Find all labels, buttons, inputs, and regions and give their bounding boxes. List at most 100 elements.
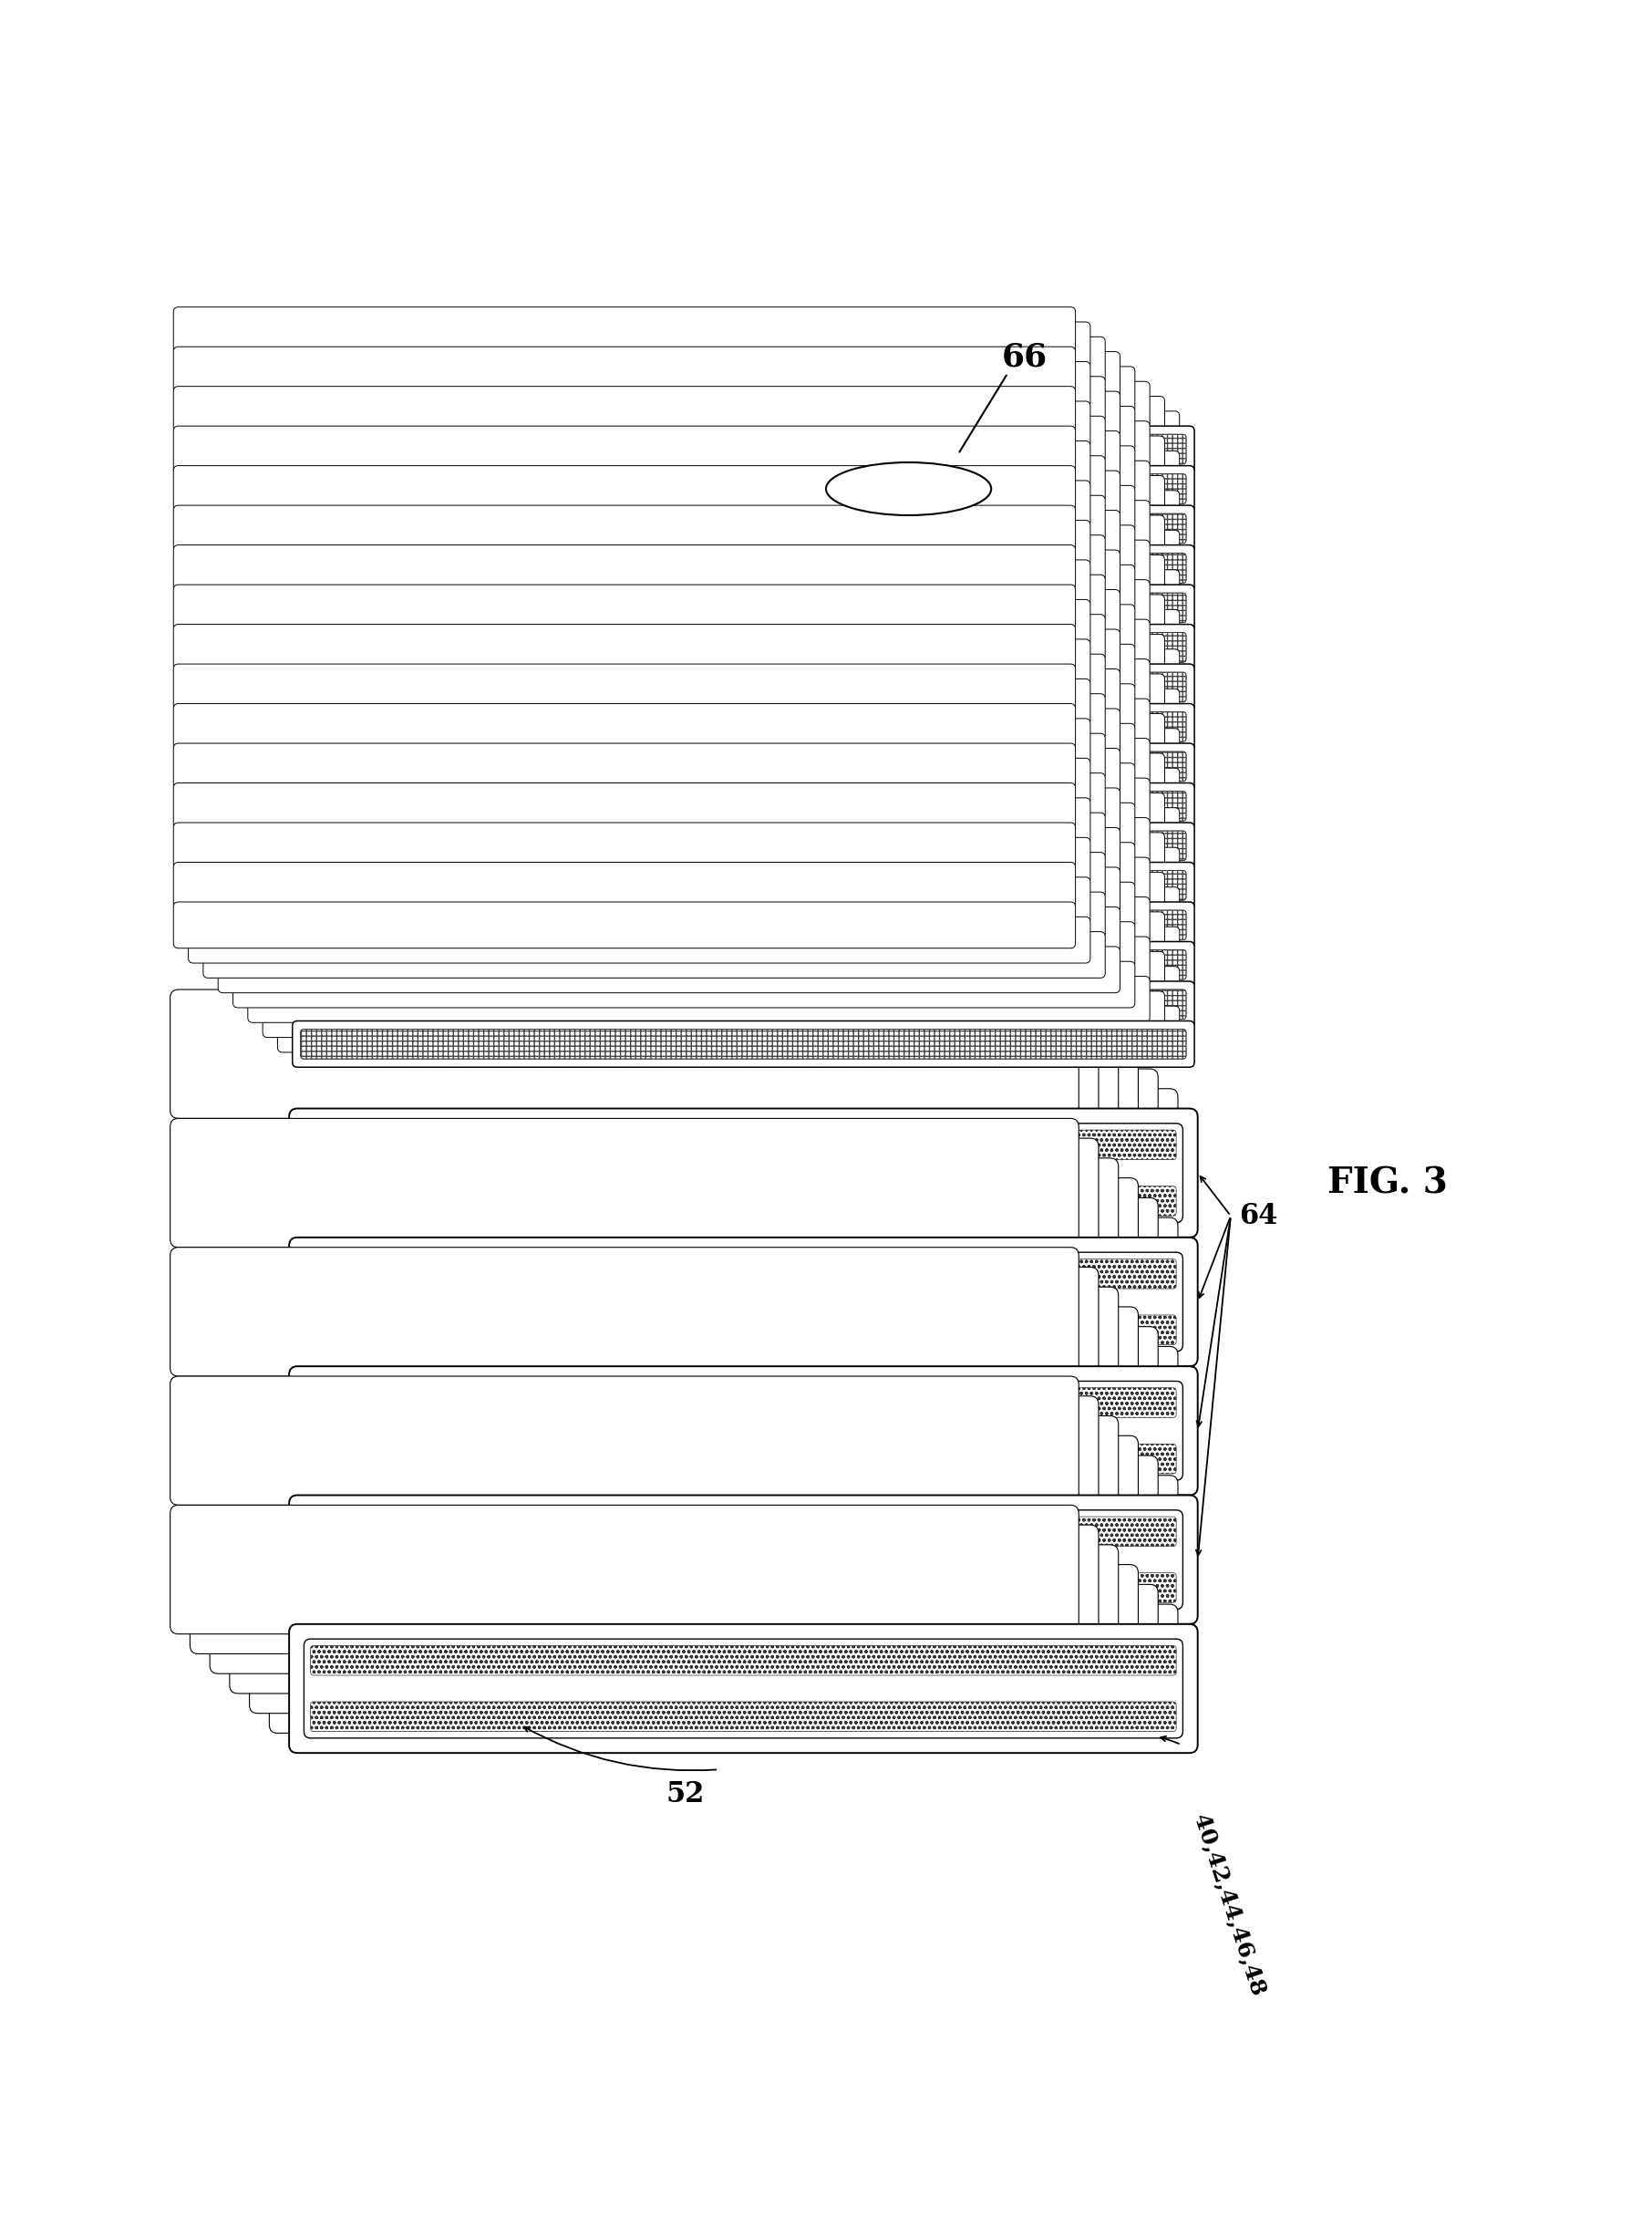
FancyBboxPatch shape — [233, 446, 1135, 492]
FancyBboxPatch shape — [233, 645, 1135, 689]
FancyBboxPatch shape — [263, 477, 1165, 521]
FancyBboxPatch shape — [188, 561, 1090, 605]
FancyBboxPatch shape — [278, 450, 1180, 497]
FancyBboxPatch shape — [173, 585, 1075, 632]
FancyBboxPatch shape — [203, 494, 1105, 541]
FancyBboxPatch shape — [278, 570, 1180, 616]
FancyBboxPatch shape — [263, 951, 1165, 998]
FancyBboxPatch shape — [188, 718, 1090, 765]
FancyBboxPatch shape — [173, 663, 1075, 709]
FancyBboxPatch shape — [289, 1366, 1198, 1494]
FancyBboxPatch shape — [248, 778, 1150, 825]
FancyBboxPatch shape — [278, 689, 1180, 736]
FancyBboxPatch shape — [292, 703, 1194, 749]
FancyBboxPatch shape — [292, 545, 1194, 592]
FancyBboxPatch shape — [210, 1288, 1118, 1417]
FancyBboxPatch shape — [269, 1474, 1178, 1605]
FancyBboxPatch shape — [278, 807, 1180, 854]
FancyBboxPatch shape — [304, 1253, 1183, 1352]
FancyBboxPatch shape — [248, 738, 1150, 785]
FancyBboxPatch shape — [248, 501, 1150, 548]
FancyBboxPatch shape — [173, 783, 1075, 829]
FancyBboxPatch shape — [263, 714, 1165, 760]
FancyBboxPatch shape — [233, 366, 1135, 412]
FancyBboxPatch shape — [278, 650, 1180, 696]
FancyBboxPatch shape — [170, 1117, 1079, 1248]
FancyBboxPatch shape — [233, 763, 1135, 809]
FancyBboxPatch shape — [292, 466, 1194, 512]
FancyBboxPatch shape — [188, 401, 1090, 448]
FancyBboxPatch shape — [248, 975, 1150, 1022]
FancyBboxPatch shape — [263, 834, 1165, 878]
FancyBboxPatch shape — [248, 461, 1150, 508]
FancyBboxPatch shape — [190, 1525, 1099, 1654]
FancyBboxPatch shape — [249, 1585, 1158, 1714]
FancyBboxPatch shape — [203, 734, 1105, 780]
FancyBboxPatch shape — [278, 847, 1180, 893]
FancyBboxPatch shape — [248, 858, 1150, 905]
FancyBboxPatch shape — [173, 823, 1075, 869]
FancyBboxPatch shape — [292, 743, 1194, 789]
FancyBboxPatch shape — [249, 1457, 1158, 1585]
FancyBboxPatch shape — [230, 1049, 1138, 1177]
FancyBboxPatch shape — [233, 486, 1135, 532]
FancyBboxPatch shape — [263, 554, 1165, 601]
FancyBboxPatch shape — [210, 1417, 1118, 1545]
FancyBboxPatch shape — [173, 625, 1075, 670]
FancyBboxPatch shape — [249, 1197, 1158, 1326]
FancyBboxPatch shape — [230, 1437, 1138, 1565]
FancyBboxPatch shape — [263, 514, 1165, 561]
FancyBboxPatch shape — [188, 441, 1090, 488]
FancyBboxPatch shape — [188, 521, 1090, 568]
FancyBboxPatch shape — [173, 862, 1075, 909]
FancyBboxPatch shape — [269, 1346, 1178, 1474]
FancyBboxPatch shape — [218, 550, 1120, 596]
FancyBboxPatch shape — [278, 927, 1180, 973]
FancyBboxPatch shape — [218, 787, 1120, 834]
FancyBboxPatch shape — [173, 703, 1075, 749]
FancyBboxPatch shape — [292, 942, 1194, 989]
FancyBboxPatch shape — [248, 579, 1150, 625]
FancyBboxPatch shape — [248, 658, 1150, 705]
FancyBboxPatch shape — [188, 758, 1090, 805]
FancyBboxPatch shape — [218, 947, 1120, 993]
FancyBboxPatch shape — [233, 842, 1135, 889]
FancyBboxPatch shape — [203, 654, 1105, 701]
FancyBboxPatch shape — [218, 353, 1120, 397]
FancyBboxPatch shape — [188, 878, 1090, 924]
FancyBboxPatch shape — [218, 430, 1120, 477]
FancyBboxPatch shape — [170, 1505, 1079, 1634]
FancyBboxPatch shape — [188, 918, 1090, 962]
FancyBboxPatch shape — [248, 421, 1150, 468]
FancyBboxPatch shape — [233, 605, 1135, 652]
FancyBboxPatch shape — [233, 565, 1135, 612]
FancyBboxPatch shape — [203, 337, 1105, 384]
FancyBboxPatch shape — [292, 585, 1194, 632]
FancyBboxPatch shape — [218, 709, 1120, 754]
FancyBboxPatch shape — [210, 1157, 1118, 1288]
FancyBboxPatch shape — [233, 922, 1135, 969]
FancyBboxPatch shape — [263, 871, 1165, 918]
FancyBboxPatch shape — [203, 534, 1105, 581]
FancyBboxPatch shape — [233, 962, 1135, 1009]
FancyBboxPatch shape — [248, 818, 1150, 865]
FancyBboxPatch shape — [188, 798, 1090, 845]
FancyBboxPatch shape — [292, 625, 1194, 670]
FancyBboxPatch shape — [292, 783, 1194, 829]
FancyBboxPatch shape — [278, 767, 1180, 814]
FancyBboxPatch shape — [173, 426, 1075, 472]
FancyBboxPatch shape — [203, 814, 1105, 858]
FancyBboxPatch shape — [210, 1029, 1118, 1157]
FancyBboxPatch shape — [218, 590, 1120, 636]
FancyBboxPatch shape — [173, 545, 1075, 592]
FancyBboxPatch shape — [203, 931, 1105, 978]
FancyBboxPatch shape — [190, 1137, 1099, 1268]
FancyBboxPatch shape — [263, 794, 1165, 840]
FancyBboxPatch shape — [188, 599, 1090, 645]
FancyBboxPatch shape — [263, 634, 1165, 681]
FancyBboxPatch shape — [233, 525, 1135, 572]
FancyBboxPatch shape — [188, 321, 1090, 368]
FancyBboxPatch shape — [248, 619, 1150, 665]
FancyBboxPatch shape — [292, 862, 1194, 909]
FancyBboxPatch shape — [304, 1638, 1183, 1738]
